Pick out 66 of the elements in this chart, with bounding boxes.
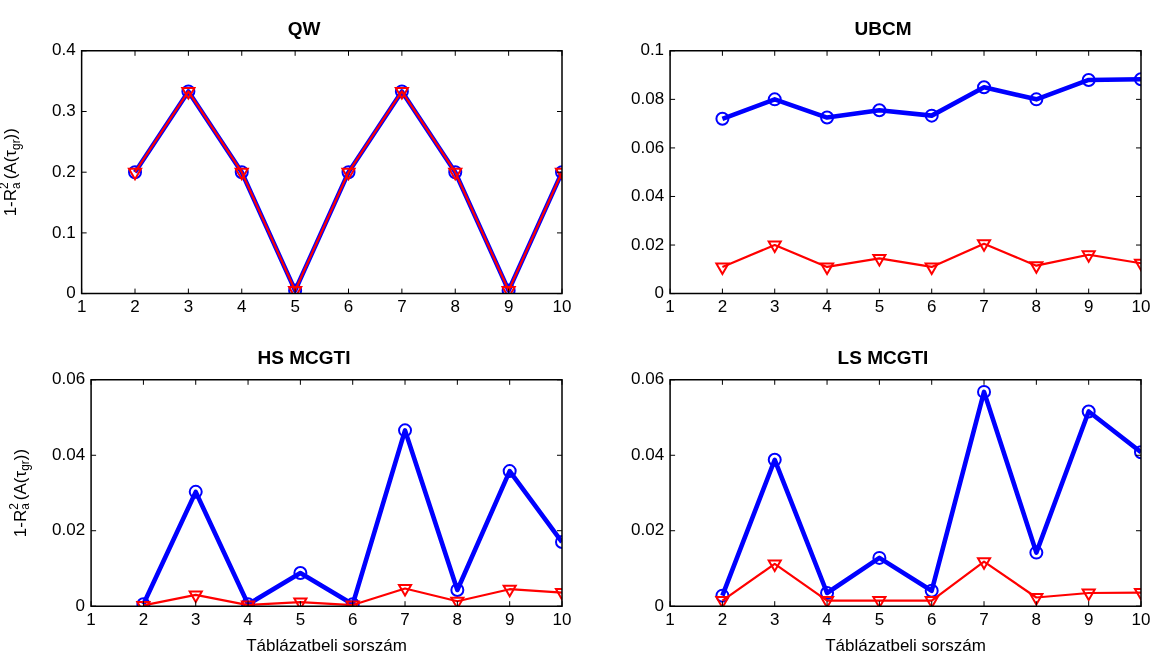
y-tick-label: 0.2	[51, 161, 76, 181]
x-tick-label: 6	[347, 610, 358, 630]
x-tick-label: 3	[191, 610, 201, 630]
y-tick-label: 0.04	[630, 186, 665, 206]
y-tick-label: 0.06	[630, 137, 665, 157]
y-tick-label: 0.02	[51, 520, 86, 540]
x-tick-label: 9	[504, 610, 515, 630]
x-tick-label: 2	[138, 610, 149, 630]
x-tick-label: 10	[552, 297, 572, 317]
x-tick-label: 9	[1083, 297, 1094, 317]
y-tick-label: 0.08	[630, 89, 665, 109]
x-tick-label: 7	[979, 610, 989, 630]
x-tick-label: 5	[874, 610, 885, 630]
x-tick-label: 8	[1031, 610, 1042, 630]
y-axis-title: 1-R2a(A(τgr))	[0, 128, 24, 217]
x-tick-label: 4	[237, 297, 247, 317]
x-tick-label: 7	[400, 610, 410, 630]
y-tick-label: 0	[654, 283, 665, 303]
x-tick-label: 1	[86, 610, 96, 630]
x-axis-title: Táblázatbeli sorszám	[825, 636, 986, 656]
x-tick-label: 10	[1131, 297, 1151, 317]
x-tick-label: 9	[1083, 610, 1094, 630]
x-tick-label: 8	[452, 610, 463, 630]
x-tick-label: 8	[450, 297, 460, 317]
x-tick-label: 6	[926, 610, 937, 630]
chart-title: HS MCGTI	[257, 346, 351, 368]
x-tick-label: 1	[665, 610, 675, 630]
x-tick-label: 6	[343, 297, 354, 317]
x-tick-label: 1	[76, 297, 87, 317]
y-tick-label: 0.04	[51, 444, 86, 464]
x-tick-label: 10	[1131, 610, 1151, 630]
y-tick-label: 0.3	[51, 101, 76, 121]
x-tick-label: 10	[552, 610, 572, 630]
x-tick-label: 2	[717, 297, 728, 317]
y-tick-label: 0.1	[640, 40, 665, 60]
x-tick-label: 7	[979, 297, 989, 317]
y-tick-label: 0	[66, 283, 76, 303]
y-tick-label: 0	[75, 595, 86, 615]
chart-title: QW	[287, 17, 321, 39]
x-tick-label: 4	[822, 297, 832, 317]
x-tick-label: 4	[822, 610, 832, 630]
x-tick-label: 5	[874, 297, 885, 317]
x-tick-label: 5	[295, 610, 306, 630]
x-tick-label: 3	[770, 297, 780, 317]
y-tick-label: 0.1	[51, 222, 76, 242]
x-tick-label: 6	[926, 297, 937, 317]
x-tick-label: 9	[503, 297, 514, 317]
x-tick-label: 1	[665, 297, 675, 317]
chart-title: LS MCGTI	[837, 346, 929, 368]
chart-title: UBCM	[854, 17, 912, 39]
y-tick-label: 0.02	[630, 234, 665, 254]
y-tick-label: 0.04	[630, 444, 665, 464]
y-tick-label: 0.06	[630, 369, 665, 389]
y-tick-label: 0.02	[630, 520, 665, 540]
x-tick-label: 2	[130, 297, 140, 317]
x-tick-label: 8	[1031, 297, 1042, 317]
x-tick-label: 4	[243, 610, 253, 630]
x-tick-label: 7	[397, 297, 407, 317]
x-tick-label: 3	[183, 297, 194, 317]
x-tick-label: 5	[290, 297, 300, 317]
y-tick-label: 0	[654, 595, 665, 615]
x-tick-label: 3	[770, 610, 780, 630]
x-tick-label: 2	[717, 610, 728, 630]
x-axis-title: Táblázatbeli sorszám	[246, 636, 407, 656]
y-tick-label: 0.06	[51, 369, 86, 389]
y-tick-label: 0.4	[51, 40, 76, 60]
